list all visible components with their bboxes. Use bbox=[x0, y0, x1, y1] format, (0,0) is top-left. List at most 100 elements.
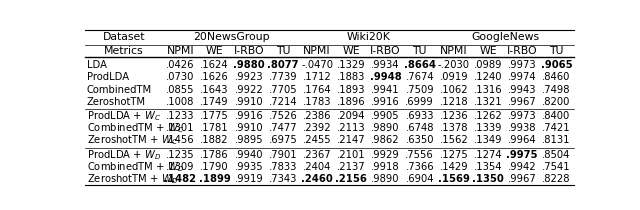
Text: .1882: .1882 bbox=[200, 135, 229, 146]
Text: .6350: .6350 bbox=[406, 135, 434, 146]
Text: .7901: .7901 bbox=[269, 150, 297, 160]
Text: .1643: .1643 bbox=[200, 84, 229, 94]
Text: .9967: .9967 bbox=[508, 174, 536, 184]
Text: Dataset: Dataset bbox=[103, 32, 145, 42]
Text: .1624: .1624 bbox=[200, 60, 229, 70]
Text: Wiki20K: Wiki20K bbox=[346, 32, 390, 42]
Text: .1339: .1339 bbox=[474, 123, 502, 133]
Text: .6999: .6999 bbox=[405, 97, 434, 107]
Text: .9974: .9974 bbox=[508, 72, 536, 82]
Text: .2367: .2367 bbox=[303, 150, 332, 160]
Text: .2404: .2404 bbox=[303, 162, 332, 172]
Text: .6904: .6904 bbox=[406, 174, 434, 184]
Text: .9964: .9964 bbox=[508, 135, 536, 146]
Text: .1893: .1893 bbox=[337, 84, 365, 94]
Text: .2455: .2455 bbox=[303, 135, 332, 146]
Text: .9910: .9910 bbox=[234, 123, 263, 133]
Text: .2113: .2113 bbox=[337, 123, 365, 133]
Text: .7526: .7526 bbox=[269, 111, 298, 121]
Text: .9975: .9975 bbox=[506, 150, 538, 160]
Text: .9916: .9916 bbox=[234, 111, 263, 121]
Text: .9910: .9910 bbox=[234, 97, 263, 107]
Text: .9941: .9941 bbox=[371, 84, 400, 94]
Text: .2156: .2156 bbox=[335, 174, 367, 184]
Text: LDA: LDA bbox=[87, 60, 107, 70]
Text: ProdLDA: ProdLDA bbox=[87, 72, 129, 82]
Text: .0730: .0730 bbox=[166, 72, 195, 82]
Text: .1240: .1240 bbox=[474, 72, 502, 82]
Text: .8077: .8077 bbox=[268, 60, 299, 70]
Text: .9916: .9916 bbox=[371, 97, 400, 107]
Text: .7343: .7343 bbox=[269, 174, 297, 184]
Text: .9890: .9890 bbox=[371, 123, 400, 133]
Text: .1350: .1350 bbox=[472, 174, 504, 184]
Text: .7477: .7477 bbox=[269, 123, 297, 133]
Text: Metrics: Metrics bbox=[104, 46, 144, 56]
Text: .8400: .8400 bbox=[542, 111, 570, 121]
Text: .1775: .1775 bbox=[200, 111, 229, 121]
Text: .8504: .8504 bbox=[542, 150, 571, 160]
Text: .9973: .9973 bbox=[508, 111, 536, 121]
Text: .2094: .2094 bbox=[337, 111, 365, 121]
Text: .9948: .9948 bbox=[370, 72, 401, 82]
Text: .8200: .8200 bbox=[542, 97, 571, 107]
Text: TU: TU bbox=[412, 46, 427, 56]
Text: .9973: .9973 bbox=[508, 60, 536, 70]
Text: .2386: .2386 bbox=[303, 111, 332, 121]
Text: CombinedTM + $W_D$: CombinedTM + $W_D$ bbox=[87, 160, 184, 174]
Text: .9934: .9934 bbox=[371, 60, 400, 70]
Text: .9890: .9890 bbox=[371, 174, 400, 184]
Text: .9935: .9935 bbox=[234, 162, 263, 172]
Text: NPMI: NPMI bbox=[166, 46, 194, 56]
Text: CombinedTM: CombinedTM bbox=[87, 84, 152, 94]
Text: .1626: .1626 bbox=[200, 72, 229, 82]
Text: .9943: .9943 bbox=[508, 84, 536, 94]
Text: .7366: .7366 bbox=[405, 162, 434, 172]
Text: .1429: .1429 bbox=[440, 162, 468, 172]
Text: ZeroshotTM + $W_C$: ZeroshotTM + $W_C$ bbox=[87, 134, 178, 147]
Text: WE: WE bbox=[479, 46, 497, 56]
Text: .6933: .6933 bbox=[406, 111, 434, 121]
Text: .8664: .8664 bbox=[404, 60, 436, 70]
Text: .1329: .1329 bbox=[337, 60, 365, 70]
Text: .7674: .7674 bbox=[405, 72, 434, 82]
Text: NPMI: NPMI bbox=[440, 46, 468, 56]
Text: .1899: .1899 bbox=[199, 174, 230, 184]
Text: .1349: .1349 bbox=[474, 135, 502, 146]
Text: .8228: .8228 bbox=[542, 174, 571, 184]
Text: .7833: .7833 bbox=[269, 162, 297, 172]
Text: .1354: .1354 bbox=[474, 162, 502, 172]
Text: .9918: .9918 bbox=[371, 162, 400, 172]
Text: .0919: .0919 bbox=[440, 72, 468, 82]
Text: .1274: .1274 bbox=[474, 150, 502, 160]
Text: .1781: .1781 bbox=[200, 123, 229, 133]
Text: .1786: .1786 bbox=[200, 150, 229, 160]
Text: .2392: .2392 bbox=[303, 123, 332, 133]
Text: -.0470: -.0470 bbox=[301, 60, 333, 70]
Text: .1235: .1235 bbox=[166, 150, 195, 160]
Text: .1321: .1321 bbox=[474, 97, 502, 107]
Text: .1233: .1233 bbox=[166, 111, 195, 121]
Text: .1275: .1275 bbox=[440, 150, 468, 160]
Text: 20NewsGroup: 20NewsGroup bbox=[193, 32, 270, 42]
Text: .2460: .2460 bbox=[301, 174, 333, 184]
Text: .7705: .7705 bbox=[269, 84, 297, 94]
Text: ZeroshotTM: ZeroshotTM bbox=[87, 97, 146, 107]
Text: .1562: .1562 bbox=[440, 135, 468, 146]
Text: .7214: .7214 bbox=[269, 97, 297, 107]
Text: WE: WE bbox=[206, 46, 223, 56]
Text: .2137: .2137 bbox=[337, 162, 365, 172]
Text: .1896: .1896 bbox=[337, 97, 365, 107]
Text: .1262: .1262 bbox=[474, 111, 502, 121]
Text: .1883: .1883 bbox=[337, 72, 365, 82]
Text: .1316: .1316 bbox=[474, 84, 502, 94]
Text: .1712: .1712 bbox=[303, 72, 332, 82]
Text: .6975: .6975 bbox=[269, 135, 298, 146]
Text: .7556: .7556 bbox=[405, 150, 434, 160]
Text: I-RBO: I-RBO bbox=[234, 46, 264, 56]
Text: .7541: .7541 bbox=[542, 162, 571, 172]
Text: .0426: .0426 bbox=[166, 60, 195, 70]
Text: .9923: .9923 bbox=[234, 72, 263, 82]
Text: .1236: .1236 bbox=[440, 111, 468, 121]
Text: .9922: .9922 bbox=[234, 84, 263, 94]
